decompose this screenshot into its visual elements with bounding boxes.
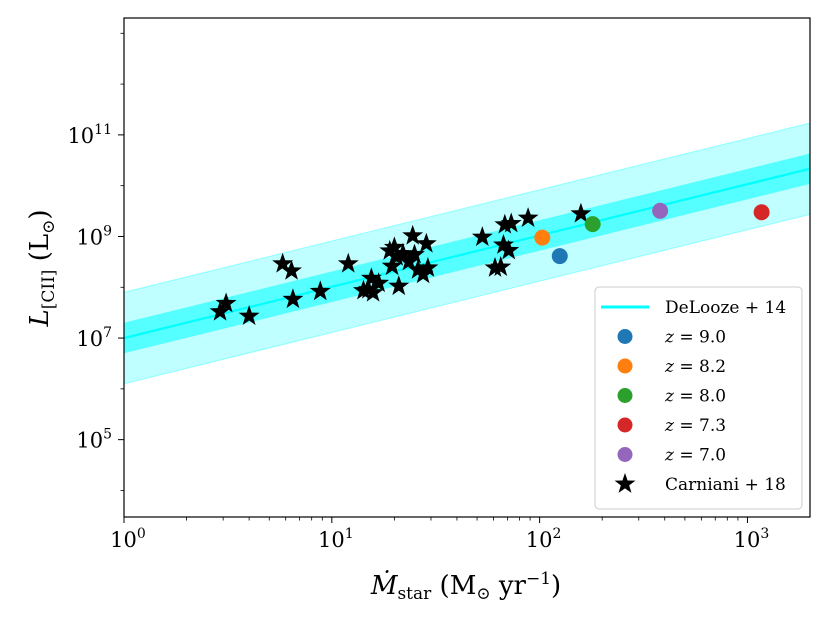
carniani-star-point	[471, 226, 493, 247]
legend: DeLooze + 14 z = 9.0 z = 8.2 z = 8.0 z = 7.3…	[594, 286, 803, 510]
carniani-star-point	[500, 212, 522, 233]
relation-line-group	[124, 167, 810, 340]
carniani-star-point	[498, 239, 520, 260]
carniani-star-point	[383, 236, 405, 257]
delooze-relation-line	[124, 167, 810, 340]
carniani-star-point	[209, 300, 231, 321]
carniani-star-point	[570, 202, 592, 223]
carniani-star-point	[404, 243, 425, 264]
legend-star-swatch	[614, 473, 636, 493]
axis-ticks: 100 101 102 103 105 107 109 1011	[67, 32, 770, 552]
legend-label: z = 7.0	[664, 446, 726, 466]
plot-frame	[123, 17, 811, 518]
carniani-star-point	[272, 252, 294, 273]
y-tick-label: 105	[76, 427, 112, 453]
redshift-point	[534, 229, 551, 246]
legend-label: DeLooze + 14	[665, 298, 786, 318]
carniani-star-point	[392, 242, 414, 263]
carniani-star-point	[381, 255, 403, 276]
legend-label: z = 7.3	[664, 416, 726, 436]
legend-label: z = 8.2	[664, 357, 726, 377]
carniani-star-point	[379, 239, 401, 260]
carniani-star-point	[357, 278, 379, 299]
x-tick-label: 102	[526, 526, 562, 552]
redshift-point	[584, 216, 601, 233]
redshift-point	[753, 204, 770, 221]
legend-label: z = 9.0	[664, 328, 726, 348]
legend-circle-swatch	[617, 388, 633, 403]
legend-label: z = 8.0	[664, 387, 726, 407]
carniani-star-point	[490, 256, 512, 276]
x-tick-label: 100	[110, 526, 146, 552]
carniani-star-point	[494, 213, 516, 234]
carniani-star-point	[238, 305, 260, 326]
carniani-star-point	[415, 232, 437, 253]
carniani-star-point	[517, 207, 539, 227]
carniani-star-point	[493, 233, 514, 254]
legend-circle-swatch	[617, 329, 633, 344]
y-tick-label: 1011	[67, 122, 112, 148]
carniani-star-point	[407, 258, 429, 279]
x-axis-label: Ṁstar (M⊙ yr−1)	[370, 569, 561, 604]
legend-label: Carniani + 18	[665, 475, 786, 495]
y-tick-label: 109	[76, 223, 112, 249]
carniani-star-point	[309, 280, 331, 301]
carniani-star-point	[402, 224, 424, 245]
y-axis-label: L[CII] (L⊙)	[25, 209, 59, 327]
carniani-star-point	[386, 245, 408, 266]
carniani-star-point	[368, 272, 390, 293]
redshift-point	[652, 202, 669, 219]
carniani-star-point	[398, 250, 420, 271]
carniani-star-point	[417, 256, 439, 277]
carniani-star-point	[337, 252, 359, 273]
legend-circle-swatch	[617, 447, 633, 462]
legend-circle-swatch	[617, 417, 633, 433]
x-tick-label: 103	[734, 526, 770, 552]
redshift-point	[551, 248, 568, 265]
carniani-star-point	[360, 267, 382, 288]
carniani-star-point	[388, 275, 410, 296]
carniani-star-point	[362, 281, 384, 302]
carniani-star-point	[282, 288, 304, 309]
legend-circle-swatch	[617, 358, 633, 374]
legend-box	[594, 286, 803, 510]
carniani-star-point	[215, 292, 237, 313]
x-tick-label: 101	[318, 526, 354, 552]
y-tick-label: 107	[76, 325, 112, 351]
carniani-star-point	[281, 259, 302, 280]
data-points	[209, 202, 770, 326]
